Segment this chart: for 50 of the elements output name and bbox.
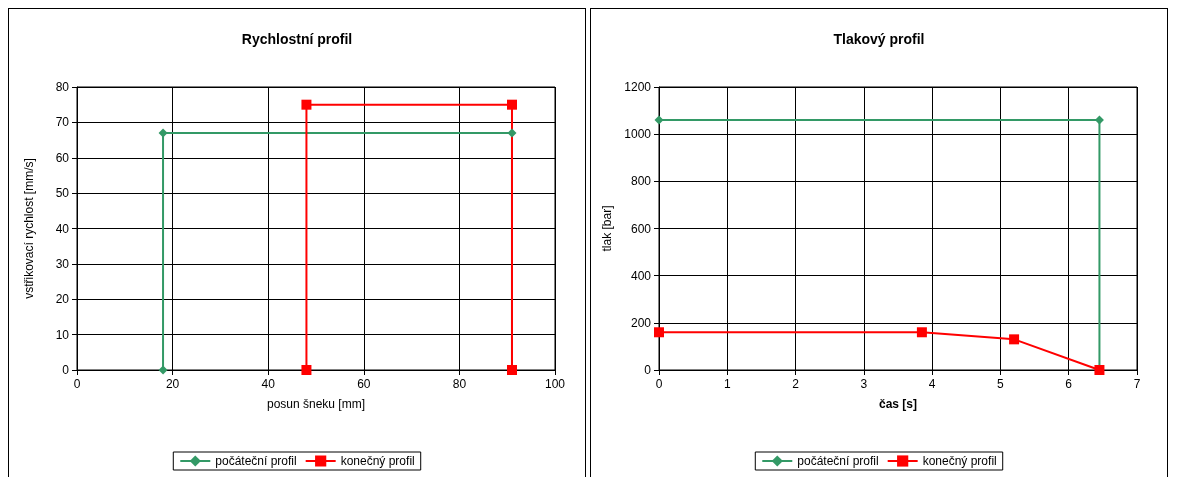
x-tick-label: 3 <box>860 377 868 391</box>
x-axis-title: posun šneku [mm] <box>266 397 366 411</box>
y-tick-label: 400 <box>630 268 652 283</box>
y-tick-label: 20 <box>55 292 70 307</box>
y-tick-label: 10 <box>55 327 70 342</box>
point <box>654 327 664 338</box>
y-tick-label: 30 <box>55 256 70 271</box>
point <box>507 128 517 138</box>
x-tick-label: 80 <box>452 377 467 391</box>
point <box>506 99 517 110</box>
y-tick-label: 1000 <box>624 127 652 142</box>
point <box>654 115 664 125</box>
point <box>301 99 312 110</box>
chart-title: Tlakový profil <box>833 31 925 47</box>
point <box>301 365 312 375</box>
x-axis-title: čas [s] <box>878 397 918 411</box>
x-tick-label: 1 <box>723 377 731 391</box>
y-tick-label: 200 <box>630 315 652 330</box>
x-tick-label: 20 <box>165 377 180 391</box>
point <box>158 365 168 375</box>
point <box>158 128 168 138</box>
legend-label: konečný profil <box>340 454 415 468</box>
y-tick-label: 0 <box>644 363 652 377</box>
point <box>916 327 927 338</box>
x-tick-label: 40 <box>261 377 276 391</box>
chart-title: Rychlostní profil <box>241 31 353 47</box>
x-tick-label: 0 <box>73 377 81 391</box>
x-tick-label: 4 <box>928 377 936 391</box>
x-tick-label: 100 <box>544 377 566 391</box>
x-tick-label: 0 <box>655 377 663 391</box>
y-tick-label: 80 <box>55 80 70 94</box>
x-tick-label: 60 <box>357 377 371 391</box>
y-tick-label: 40 <box>55 221 70 236</box>
x-tick-label: 5 <box>997 377 1005 391</box>
y-tick-label: 60 <box>55 150 70 165</box>
y-axis-title: vstřikovací rychlost [mm/s] <box>22 158 36 299</box>
y-tick-label: 800 <box>630 174 652 189</box>
y-tick-label: 1200 <box>624 80 652 94</box>
x-tick-label: 6 <box>1065 377 1073 391</box>
y-tick-label: 50 <box>55 186 70 201</box>
x-tick-label: 7 <box>1133 377 1141 391</box>
x-tick-label: 2 <box>792 377 800 391</box>
legend-label: počáteční profil <box>215 454 297 468</box>
legend-label: počáteční profil <box>797 454 879 468</box>
y-tick-label: 600 <box>630 221 652 236</box>
y-axis-title: tlak [bar] <box>600 205 615 252</box>
point <box>1009 334 1020 345</box>
y-tick-label: 70 <box>55 115 70 130</box>
legend-label: konečný profil <box>922 454 997 468</box>
y-tick-label: 0 <box>62 363 70 377</box>
